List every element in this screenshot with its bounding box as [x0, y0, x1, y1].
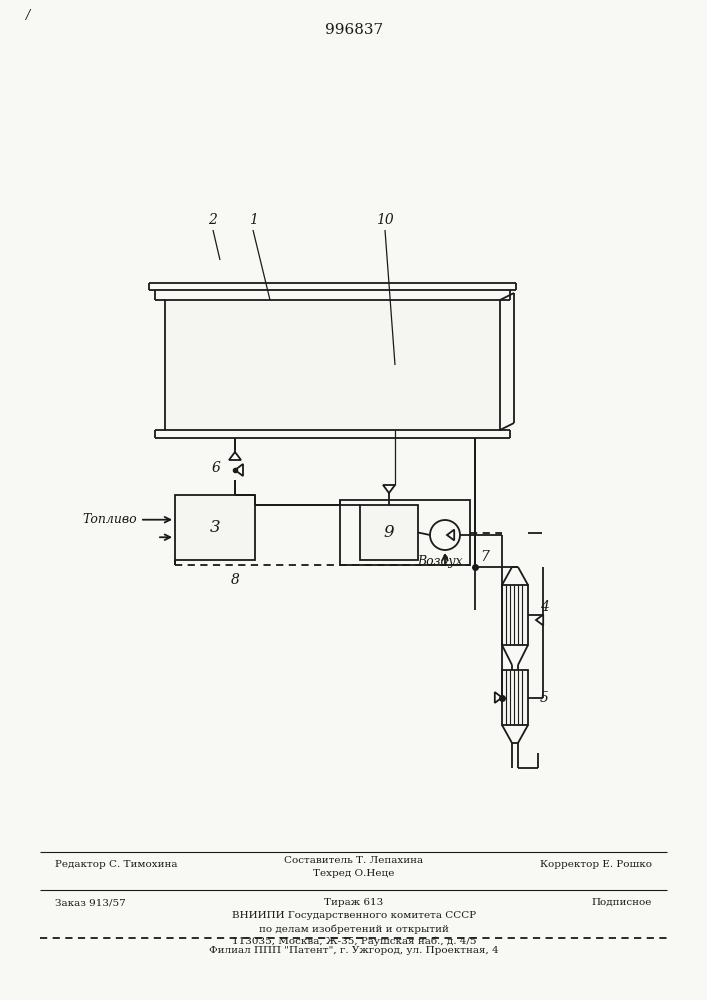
Polygon shape: [495, 692, 502, 703]
Text: 996837: 996837: [325, 23, 383, 37]
Text: ВНИИПИ Государственного комитета СССР: ВНИИПИ Государственного комитета СССР: [232, 911, 476, 920]
Text: 9: 9: [384, 524, 395, 541]
Text: Воздух: Воздух: [417, 555, 463, 568]
Polygon shape: [536, 615, 543, 625]
Text: 1: 1: [249, 213, 257, 227]
Text: Топливо: Топливо: [83, 513, 137, 526]
Bar: [175, 495, 255, 560]
Text: Техред О.Неце: Техред О.Неце: [313, 869, 395, 878]
Text: Корректор Е. Рошко: Корректор Е. Рошко: [540, 860, 652, 869]
Text: Редактор С. Тимохина: Редактор С. Тимохина: [55, 860, 177, 869]
Polygon shape: [447, 530, 454, 540]
Bar: [502, 670, 528, 725]
Text: 5: 5: [540, 690, 549, 704]
Text: 3: 3: [210, 519, 221, 536]
Text: Заказ 913/57: Заказ 913/57: [55, 898, 126, 907]
Text: 113035, Москва, Ж-35, Раушская наб., д. 4/5: 113035, Москва, Ж-35, Раушская наб., д. …: [232, 937, 477, 946]
Text: 7: 7: [480, 550, 489, 564]
Text: по делам изобретений и открытий: по делам изобретений и открытий: [259, 924, 449, 934]
Text: Тираж 613: Тираж 613: [325, 898, 384, 907]
Bar: [340, 500, 470, 565]
Text: 10: 10: [376, 213, 394, 227]
Text: Составитель Т. Лепахина: Составитель Т. Лепахина: [284, 856, 423, 865]
Bar: [502, 585, 528, 645]
Polygon shape: [229, 452, 241, 460]
Bar: [165, 300, 500, 430]
Text: /: /: [26, 9, 30, 22]
Text: 8: 8: [230, 573, 240, 587]
Text: 6: 6: [211, 461, 220, 475]
Text: Подписное: Подписное: [592, 898, 652, 907]
Bar: [360, 505, 418, 560]
Text: Филиал ППП "Патент", г. Ужгород, ул. Проектная, 4: Филиал ППП "Патент", г. Ужгород, ул. Про…: [209, 946, 499, 955]
Text: 4: 4: [540, 600, 549, 614]
Text: 2: 2: [209, 213, 218, 227]
Polygon shape: [383, 485, 395, 493]
Polygon shape: [235, 464, 243, 476]
